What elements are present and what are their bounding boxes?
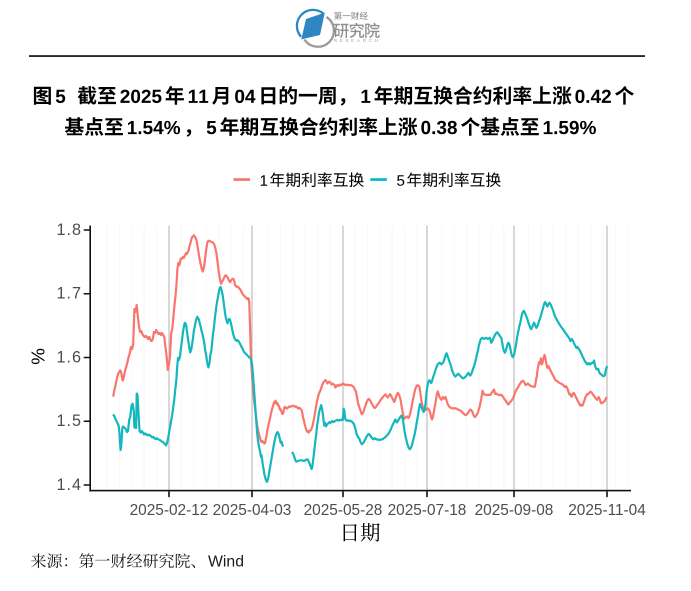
svg-text:2025-07-18: 2025-07-18 — [388, 502, 467, 519]
svg-text:2025-02-12: 2025-02-12 — [130, 502, 209, 519]
svg-text:1.5: 1.5 — [56, 412, 82, 430]
svg-text:2025-05-28: 2025-05-28 — [304, 502, 383, 519]
svg-text:%: % — [28, 348, 49, 365]
svg-text:2025-09-08: 2025-09-08 — [475, 502, 554, 519]
svg-text:1.6: 1.6 — [56, 348, 82, 366]
svg-text:1.8: 1.8 — [56, 221, 82, 239]
svg-text:1.7: 1.7 — [56, 285, 82, 303]
svg-text:Wind: Wind — [208, 554, 244, 571]
svg-text:RESEARCH: RESEARCH — [334, 38, 381, 44]
svg-text:2025-04-03: 2025-04-03 — [213, 502, 292, 519]
svg-text:1.4: 1.4 — [56, 476, 82, 494]
svg-text:2025-11-04: 2025-11-04 — [568, 502, 646, 519]
